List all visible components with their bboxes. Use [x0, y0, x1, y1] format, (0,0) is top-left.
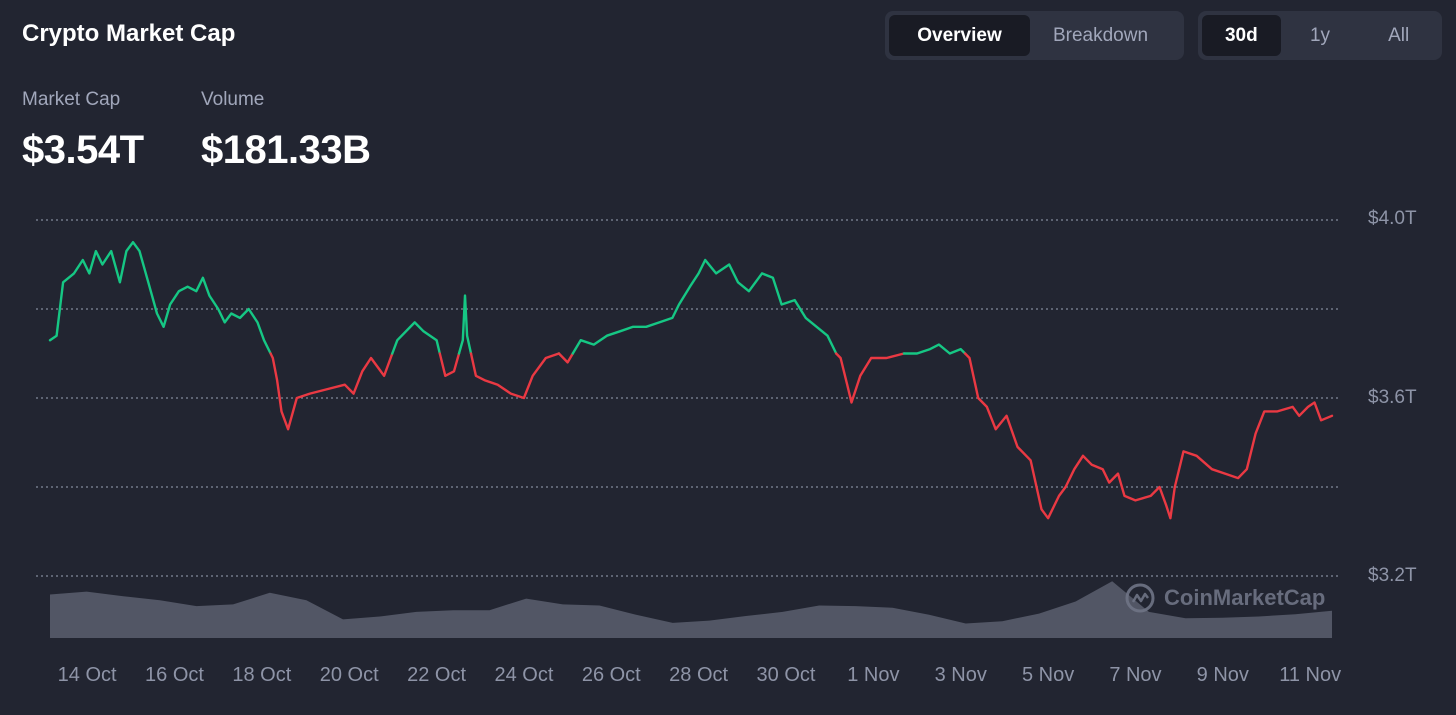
range-toggle: 30d 1y All: [1198, 11, 1442, 60]
range-30d-tab[interactable]: 30d: [1202, 15, 1281, 56]
price-line-segment: [469, 352, 561, 400]
x-tick-label: 24 Oct: [494, 664, 554, 686]
x-tick-label: 26 Oct: [581, 664, 641, 686]
volume-area: [50, 581, 1332, 638]
price-line-segment: [557, 352, 574, 364]
range-all-tab[interactable]: All: [1388, 24, 1410, 46]
range-1y-tab[interactable]: 1y: [1309, 24, 1331, 46]
x-tick-label: 3 Nov: [934, 664, 987, 686]
volume-value: $181.33B: [201, 128, 371, 172]
price-line-segment: [963, 352, 1334, 520]
x-tick-label: 18 Oct: [232, 664, 292, 686]
x-tick-label: 28 Oct: [669, 664, 729, 686]
market-cap-label: Market Cap: [22, 89, 121, 110]
watermark: CoinMarketCap: [1124, 582, 1325, 614]
x-tick-label: 11 Nov: [1279, 664, 1342, 686]
breakdown-tab[interactable]: Breakdown: [1052, 24, 1149, 46]
x-tick-label: 9 Nov: [1196, 664, 1249, 686]
x-tick-label: 7 Nov: [1109, 664, 1162, 686]
x-tick-label: 30 Oct: [756, 664, 816, 686]
y-tick-label: $3.2T: [1368, 565, 1417, 586]
y-tick-label: $3.6T: [1368, 387, 1417, 408]
y-tick-label: $4.0T: [1368, 208, 1417, 229]
x-tick-label: 14 Oct: [57, 664, 117, 686]
price-line-segment: [571, 258, 838, 355]
coinmarketcap-logo-icon: [1125, 583, 1155, 613]
view-toggle: Overview Breakdown: [885, 11, 1184, 60]
price-line-segment: [438, 352, 461, 377]
price-line-segment: [269, 352, 394, 431]
price-line-segment: [391, 321, 441, 355]
page-title: Crypto Market Cap: [22, 20, 236, 47]
x-tick-label: 20 Oct: [319, 664, 379, 686]
x-tick-label: 16 Oct: [145, 664, 204, 686]
price-line-segment: [457, 294, 473, 355]
watermark-text: CoinMarketCap: [1164, 585, 1326, 610]
price-line-segment: [902, 343, 967, 355]
price-line-segment: [835, 352, 906, 404]
x-tick-label: 5 Nov: [1021, 664, 1075, 686]
volume-label: Volume: [201, 89, 265, 110]
x-tick-label: 1 Nov: [847, 664, 900, 686]
market-cap-value: $3.54T: [22, 128, 144, 172]
overview-tab[interactable]: Overview: [889, 15, 1030, 56]
x-tick-label: 22 Oct: [407, 664, 467, 686]
price-line-segment: [48, 241, 272, 355]
